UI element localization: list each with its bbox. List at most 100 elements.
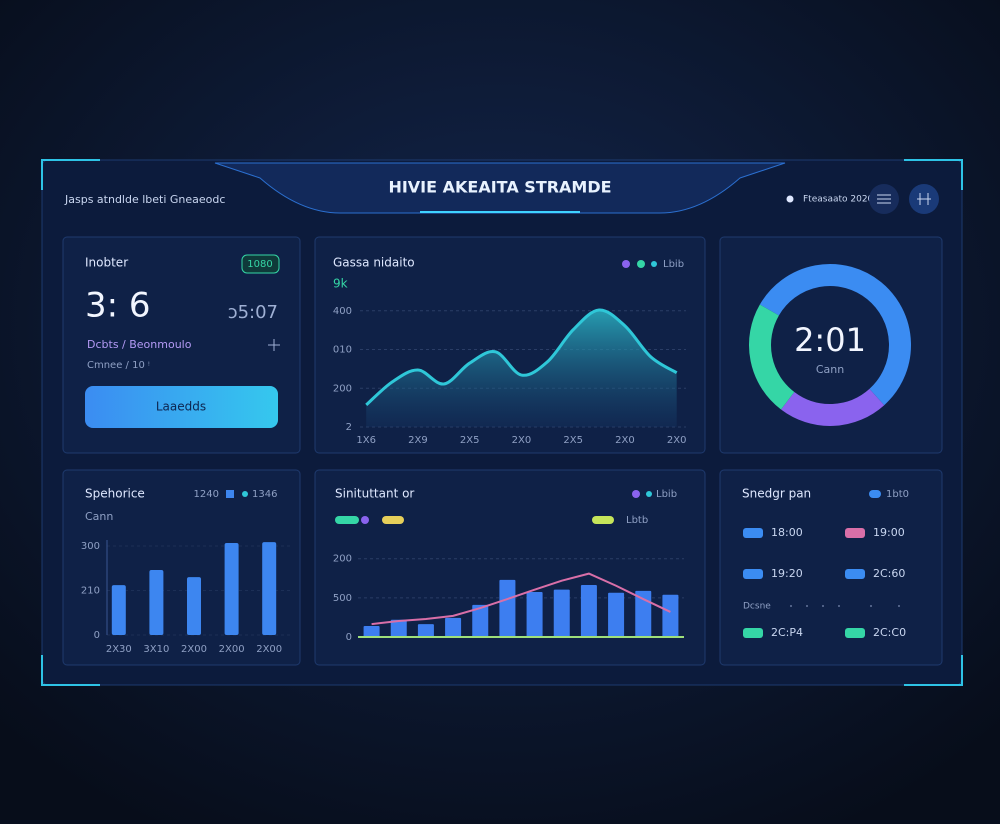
list-swatch (743, 569, 763, 579)
legend-swatch (226, 490, 234, 498)
legend-label: Lbib (663, 259, 684, 270)
chart-title: Sinituttant or (335, 487, 414, 501)
donut-caption: Cann (816, 363, 844, 376)
list-note: Dcsne (743, 602, 771, 612)
legend-dot (361, 516, 369, 524)
bar (472, 604, 489, 637)
x-tick-label: 2X0 (512, 435, 532, 446)
list: 18:00 19:00 19:20 2C:60 2C:P4 2C:C0 (743, 526, 906, 639)
list-swatch (743, 628, 763, 638)
y-tick-label: 0 (94, 630, 100, 641)
area-line (365, 308, 678, 407)
donut-segment (781, 388, 885, 426)
x-tick-label: 2X30 (106, 644, 132, 655)
timer-secondary: ɔ5:07 (228, 302, 278, 323)
list-swatch (845, 569, 865, 579)
chart-title: Gassa nidaito (333, 256, 415, 270)
action-button-label[interactable]: Laaedds (156, 400, 206, 414)
header-status: Fteasaato 2020 (803, 195, 874, 205)
legend-dot (637, 260, 645, 268)
y-tick-label: 200 (333, 554, 352, 565)
legend-label: Lbib (656, 489, 677, 500)
list-item: 18:00 (771, 526, 803, 539)
y-tick-label: 200 (333, 383, 352, 394)
bar (390, 619, 407, 637)
card-title: Inobter (85, 256, 128, 270)
x-tick-label: 2X0 (615, 435, 635, 446)
y-tick-label: 500 (333, 593, 352, 604)
legend-swatch (592, 516, 614, 524)
legend-dot (646, 491, 652, 497)
timer-line: Dcbts / Beonmoulo (87, 338, 192, 351)
legend-label: 1bt0 (886, 489, 909, 500)
badge-text: 1080 (247, 259, 272, 270)
y-tick-label: 400 (333, 306, 352, 317)
bar (111, 585, 126, 635)
action-button[interactable] (85, 386, 278, 428)
list-swatch (845, 628, 865, 638)
x-tick-label: 2X5 (563, 435, 583, 446)
bar (224, 542, 239, 635)
status-dot (786, 195, 794, 203)
list-swatch (845, 528, 865, 538)
timer-value: 3: 6 (85, 286, 151, 326)
x-tick-label: 2X00 (219, 644, 245, 655)
legend-swatch (335, 516, 359, 524)
y-tick-label: 2 (346, 422, 352, 433)
legend-dot (651, 261, 657, 267)
x-tick-label: 2X9 (408, 435, 428, 446)
y-tick-label: 010 (333, 345, 352, 356)
frame-corners (41, 159, 963, 686)
area-fill (366, 309, 677, 427)
card-title: Snedgr pan (742, 487, 811, 501)
menu-icon (877, 194, 891, 204)
bar (445, 617, 462, 637)
y-tick-label: 300 (81, 541, 100, 552)
list-item: 19:00 (873, 526, 905, 539)
list-panel (719, 469, 943, 666)
list-item: 19:20 (771, 567, 803, 580)
chart-title: Spehorice (85, 487, 145, 501)
bar (363, 626, 380, 637)
x-tick-label: 1X6 (356, 435, 376, 446)
legend-label: 1240 (194, 489, 219, 500)
timer-icon (268, 339, 280, 351)
bar (187, 577, 201, 635)
bar (635, 590, 652, 637)
legend-label: Lbtb (626, 515, 648, 526)
legend-dot (632, 490, 640, 498)
bar (553, 589, 570, 637)
bar (149, 569, 164, 635)
settings-icon (917, 193, 931, 205)
header-title: HIVIE AKEAITA STRAMDE (388, 178, 611, 197)
bar (608, 592, 625, 637)
list-item: 2C:P4 (771, 626, 803, 639)
bar (526, 592, 543, 637)
legend-label: 1346 (252, 489, 277, 500)
chart-subtitle: 9k (333, 277, 348, 291)
header-tab (214, 162, 786, 214)
list-swatch (743, 528, 763, 538)
donut-segment (759, 264, 911, 406)
donut-segment (749, 304, 795, 410)
x-tick-label: 2X0 (667, 435, 687, 446)
list-item: 2C:60 (873, 567, 905, 580)
x-tick-label: 2X5 (460, 435, 480, 446)
legend-dot (242, 491, 248, 497)
legend-swatch (382, 516, 404, 524)
y-tick-label: 0 (346, 632, 352, 643)
bar (662, 594, 679, 637)
header-subtitle: Jasps atndlde lbeti Gneaeodc (64, 193, 225, 206)
x-tick-label: 3X10 (143, 644, 169, 655)
list-item: 2C:C0 (873, 626, 906, 639)
legend-dot (622, 260, 630, 268)
donut-center: 2:01 (794, 321, 866, 359)
bar (580, 584, 597, 637)
x-tick-label: 2X00 (181, 644, 207, 655)
x-tick-label: 2X00 (256, 644, 282, 655)
bar (499, 579, 516, 637)
bar (262, 542, 277, 635)
legend-swatch (869, 490, 881, 498)
